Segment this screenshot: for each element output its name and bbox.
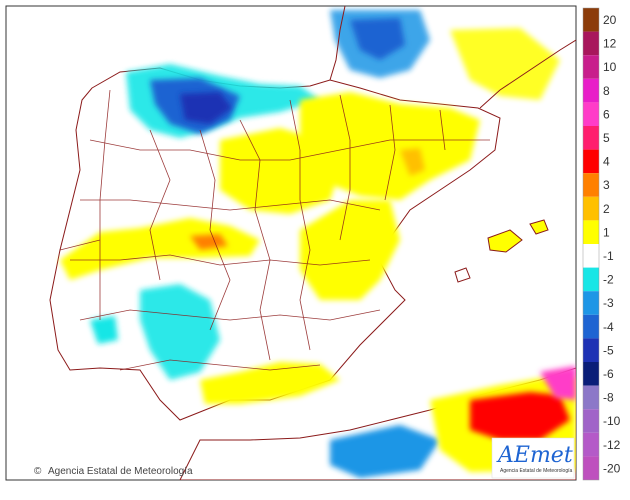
legend-label: -12 [603,438,621,452]
legend-label: 3 [603,178,610,192]
balearic-islands [487,229,523,253]
warm-anomaly-west [60,218,260,280]
legend-swatch [583,291,599,315]
legend-label: 8 [603,84,610,98]
cold-core-north-2 [180,92,232,124]
legend-label: -1 [603,249,614,263]
warm-anomaly-africa-red [470,392,570,440]
cold-anomaly-southwest [140,284,220,380]
legend-label: -3 [603,296,614,310]
france-coast [329,6,346,81]
legend-label: 4 [603,155,610,169]
logo-wordmark: AEmet [496,443,573,468]
legend-swatch [583,244,599,268]
legend-swatch [583,196,599,221]
legend-label: -5 [603,343,614,357]
legend-label: 10 [603,60,617,74]
aemet-logo: AEmet Agencia Estatal de Meteorología [491,437,575,479]
balearic-islands-2 [529,219,549,235]
legend-swatch [583,8,599,32]
legend-label: 5 [603,131,610,145]
legend-swatch [583,432,599,457]
legend-label: 6 [603,107,610,121]
legend-label: 1 [603,225,610,239]
legend-swatch [583,102,599,126]
legend-swatch [583,126,599,150]
legend-swatch [583,385,599,410]
legend-swatch [583,267,599,292]
legend-label: -8 [603,391,614,405]
logo-subtitle: Agencia Estatal de Meteorología [500,468,572,474]
credit-text: Agencia Estatal de Meteorología [48,466,193,477]
legend-swatch [583,338,599,362]
map-area [49,6,576,480]
warm-anomaly-gulf-lion [450,28,560,100]
credit-symbol: © [34,466,42,477]
legend-label: 20 [603,13,617,27]
legend-label: -4 [603,320,614,334]
warm-anomaly-west-core [190,234,228,250]
balearic-islands-3 [454,267,471,283]
warm-anomaly-east [300,200,400,300]
legend-swatch [583,78,599,103]
france-south [479,39,576,109]
province-boundaries [59,89,490,371]
legend-label: -6 [603,367,614,381]
legend-swatch [583,149,599,174]
warm-anomaly-africa-magenta [540,366,576,400]
color-legend: 20 12 10 8 6 5 4 3 2 1 -1 -2 -3 -4 -5 -6 -8 -10 -12 -20 [582,7,621,481]
legend-label: -20 [603,461,621,475]
legend-swatch [583,55,599,79]
legend-label: -2 [603,273,614,287]
cold-anomaly-southwest-2 [90,316,118,344]
legend-swatch [583,314,599,339]
warm-anomaly-northeast-core [400,148,425,176]
legend-swatch [583,173,599,197]
legend-label: -10 [603,414,621,428]
legend-swatch [583,31,599,56]
legend-swatch [583,409,599,433]
warm-anomaly-south [200,362,340,404]
legend-swatch [583,362,599,386]
legend-swatch [583,220,599,244]
legend-label: 12 [603,37,617,51]
cold-anomaly-africa [330,425,440,478]
legend-label: 2 [603,202,610,216]
warm-anomaly-central [220,128,340,214]
legend-swatch [583,456,599,480]
cold-core-biscay [350,18,405,60]
legend-frame [582,7,600,481]
